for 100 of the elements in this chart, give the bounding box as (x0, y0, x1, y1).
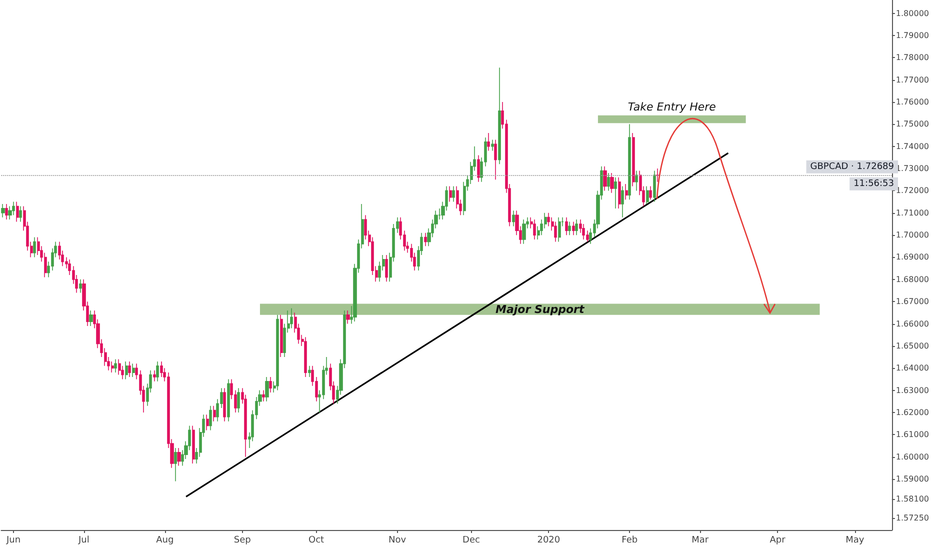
candlestick (132, 363, 135, 378)
y-tick-label: 1.70000 (896, 230, 930, 240)
candlestick (547, 212, 550, 227)
candlestick (498, 67, 501, 164)
x-tick-label: Sep (234, 536, 252, 546)
x-tick-label: Jul (78, 536, 90, 546)
y-tick-label: 1.61000 (896, 430, 930, 440)
candlestick (19, 206, 22, 222)
candlestick (160, 361, 163, 378)
candlestick (558, 216, 561, 242)
y-tick-label: 1.62000 (896, 408, 930, 417)
candlestick (1, 204, 5, 218)
y-tick-label: 1.63000 (896, 386, 930, 395)
candlestick (477, 154, 480, 182)
candlestick (424, 232, 427, 247)
y-tick-label: 1.59000 (896, 474, 930, 484)
annotation: 11:56:53 (854, 178, 894, 189)
ref-line-label: GBPCAD · 1.72689 (810, 162, 894, 172)
candlestick (16, 201, 19, 222)
candlestick (607, 172, 610, 192)
candlestick (572, 221, 575, 236)
candlestick (8, 206, 12, 220)
y-tick-label: 1.77000 (896, 75, 930, 84)
x-tick-label: May (846, 536, 865, 546)
candlestick (280, 314, 283, 358)
x-tick-label: Dec (462, 536, 480, 546)
candlestick (12, 201, 15, 216)
y-tick-label: 1.68000 (896, 274, 930, 284)
candlestick (649, 186, 652, 200)
x-tick-label: Nov (388, 536, 407, 546)
candlestick (153, 370, 156, 382)
candlestick (111, 361, 114, 373)
candlestick (114, 358, 117, 373)
candlestick (118, 358, 121, 376)
y-tick-label: 1.66000 (896, 319, 930, 328)
candlestick (582, 224, 585, 240)
candlestick (346, 310, 350, 324)
candlestick (5, 204, 8, 220)
candlestick (568, 221, 571, 236)
candlestick (603, 166, 607, 192)
x-tick-label: Mar (692, 536, 709, 546)
candlestick (89, 310, 93, 326)
candlestick (452, 186, 455, 202)
candlestick (491, 139, 494, 152)
candlestick (614, 177, 617, 209)
candlestick (632, 132, 635, 187)
candlestick (269, 376, 272, 393)
candlestick (209, 405, 212, 431)
candlestick (125, 361, 128, 380)
x-tick-label: Jun (6, 536, 21, 546)
candlestick (385, 254, 388, 282)
y-tick-label: 1.80000 (896, 8, 930, 18)
y-tick-label: 1.79000 (896, 30, 930, 40)
x-tick-label: Aug (156, 536, 174, 546)
y-tick-label: 1.60000 (896, 452, 930, 462)
y-tick-label: 1.75000 (896, 120, 930, 129)
candlestick (512, 210, 515, 227)
y-tick-label: 1.73000 (896, 164, 930, 174)
candlestick (621, 186, 624, 218)
band-label: Take Entry Here (628, 100, 716, 114)
candlestick (33, 236, 36, 258)
band-label: Major Support (496, 302, 585, 316)
candlestick (625, 184, 628, 200)
y-tick-label: 1.65000 (896, 341, 930, 350)
candlestick (276, 314, 279, 391)
candlestick (192, 425, 195, 464)
y-tick-label: 1.58100 (896, 494, 930, 504)
y-tick-label: 1.71000 (896, 208, 930, 218)
candlestick (237, 388, 240, 413)
x-tick-label: 2020 (537, 536, 560, 546)
candlestick (177, 448, 181, 466)
candlestick (653, 170, 656, 202)
candlestick (610, 172, 614, 194)
candlestick (554, 221, 557, 242)
candlestick (575, 219, 578, 236)
x-tick-label: Oct (308, 536, 325, 546)
y-tick-label: 1.57250 (896, 513, 930, 522)
candlestick (487, 132, 490, 152)
y-tick-label: 1.74000 (896, 142, 930, 151)
x-tick-label: Feb (622, 536, 638, 546)
candlestick (635, 170, 638, 192)
y-tick-label: 1.76000 (896, 98, 930, 107)
candlestick (290, 308, 293, 329)
candlestick (533, 219, 536, 240)
candlestick (449, 186, 452, 202)
candlestick (646, 186, 649, 204)
candlestick (227, 378, 230, 422)
candlestick (618, 177, 621, 209)
y-tick-label: 1.72000 (896, 186, 930, 196)
y-tick-label: 1.64000 (896, 364, 930, 373)
candlestick (628, 124, 631, 200)
candlestick (262, 390, 265, 402)
candlestick (494, 139, 497, 180)
y-tick-label: 1.78000 (896, 53, 930, 62)
candlestick (213, 405, 216, 422)
candlestick (128, 361, 131, 378)
y-tick-label: 1.67000 (896, 297, 930, 306)
candlestick (304, 336, 307, 378)
candlestick (79, 279, 82, 294)
candlestick (522, 219, 526, 244)
